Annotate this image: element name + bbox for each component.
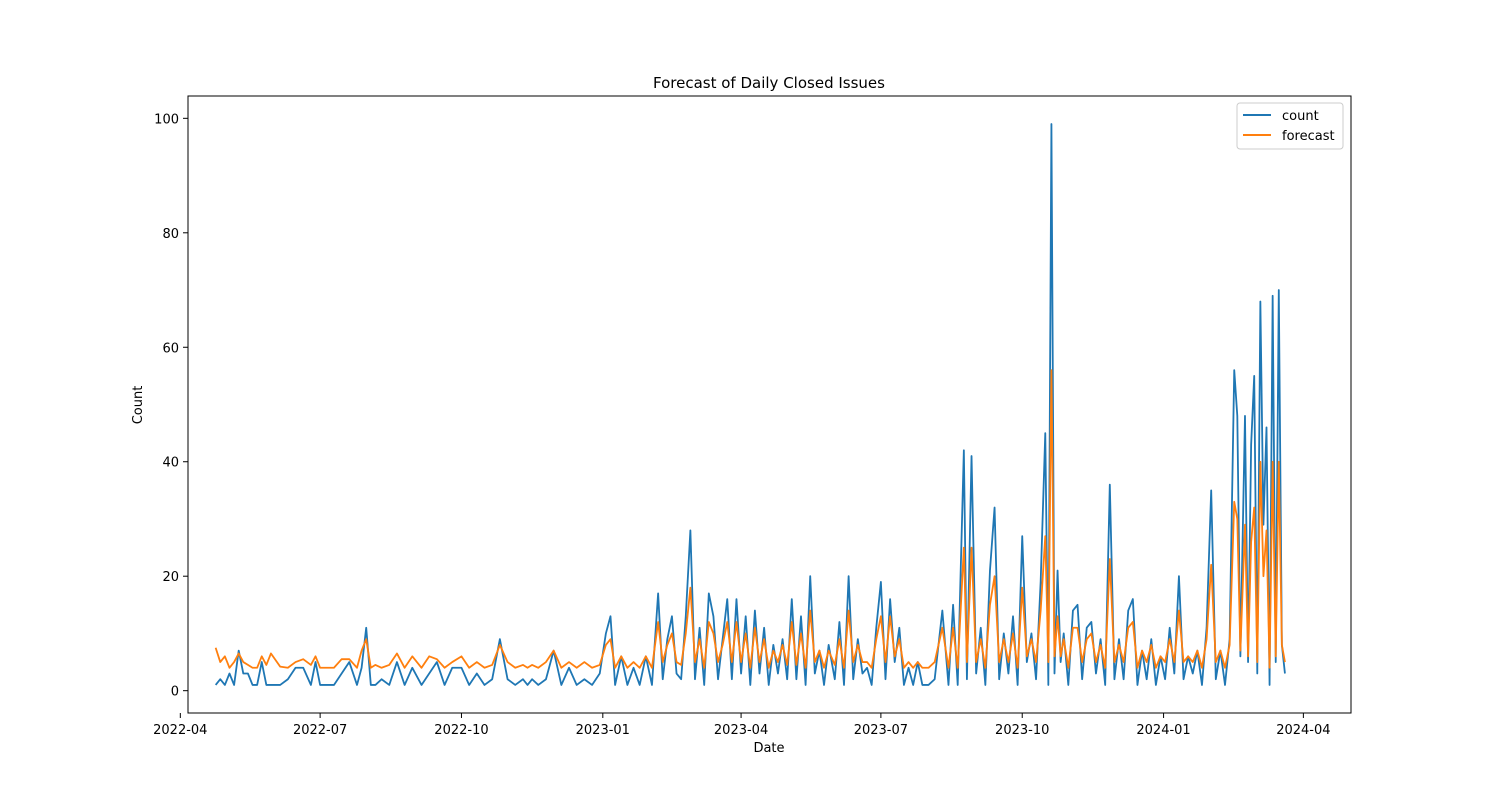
series-group [214,123,1286,686]
y-tick-label: 100 [154,112,179,127]
legend-label-forecast: forecast [1282,129,1335,144]
y-tick-label: 60 [162,341,179,356]
legend: count forecast [1236,102,1344,150]
series-line-forecast [214,369,1286,669]
x-tick-label: 2023-10 [995,723,1049,738]
axes-frame [187,95,1352,714]
y-tick-label: 0 [171,685,179,700]
legend-label-count: count [1282,109,1319,124]
chart-title: Forecast of Daily Closed Issues [653,74,885,92]
y-tick-label: 40 [162,456,179,471]
x-tick-label: 2023-04 [714,723,768,738]
series-line-count [214,123,1286,686]
y-tick-label: 80 [162,227,179,242]
x-tick-label: 2024-04 [1276,723,1330,738]
y-axis: 0 20 40 60 80 100 [154,112,188,700]
x-tick-label: 2022-10 [434,723,488,738]
x-tick-label: 2023-07 [854,723,908,738]
x-tick-label: 2023-01 [576,723,630,738]
x-tick-label: 2024-01 [1136,723,1190,738]
y-axis-label: Count [131,386,146,425]
x-tick-label: 2022-07 [293,723,347,738]
x-axis-label: Date [753,741,784,756]
x-tick-label: 2022-04 [153,723,207,738]
y-tick-label: 20 [162,570,179,585]
plot-area [187,95,1352,714]
x-axis: 2022-04 2022-07 2022-10 2023-01 2023-04 2023-… [153,713,1331,738]
